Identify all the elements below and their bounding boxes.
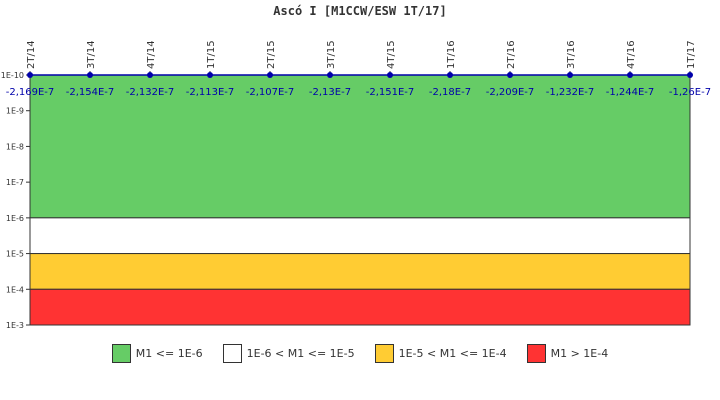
data-label: -2,18E-7 bbox=[429, 87, 471, 98]
x-tick-label: 4T/14 bbox=[146, 40, 157, 69]
data-point bbox=[387, 72, 393, 78]
data-label: -2,113E-7 bbox=[186, 87, 235, 98]
legend-label: M1 > 1E-4 bbox=[550, 347, 609, 360]
data-label: -2,132E-7 bbox=[126, 87, 175, 98]
data-label: -1,244E-7 bbox=[606, 87, 655, 98]
data-label: -1,232E-7 bbox=[546, 87, 595, 98]
x-tick-label: 3T/15 bbox=[326, 40, 337, 69]
y-tick-label: 1E-3 bbox=[6, 321, 24, 330]
x-tick-label: 2T/16 bbox=[506, 40, 517, 69]
band-3 bbox=[29, 288, 691, 326]
data-point bbox=[687, 72, 693, 78]
data-point bbox=[327, 72, 333, 78]
threshold-bands bbox=[29, 74, 691, 326]
data-label: -2,169E-7 bbox=[6, 87, 55, 98]
y-axis: 1E-10 1E-9 1E-8 1E-7 1E-6 1E-5 1E-4 1E-3 bbox=[1, 71, 30, 330]
data-point bbox=[627, 72, 633, 78]
data-point bbox=[267, 72, 273, 78]
data-point bbox=[567, 72, 573, 78]
legend-label: 1E-6 < M1 <= 1E-5 bbox=[246, 347, 355, 360]
x-tick-label: 2T/14 bbox=[26, 40, 37, 69]
x-tick-label: 1T/15 bbox=[206, 40, 217, 69]
y-tick-label: 1E-7 bbox=[6, 178, 24, 187]
data-point bbox=[87, 72, 93, 78]
band-0 bbox=[29, 74, 691, 219]
legend-item: 1E-6 < M1 <= 1E-5 bbox=[222, 344, 355, 363]
legend-label: M1 <= 1E-6 bbox=[135, 347, 203, 360]
band-1 bbox=[29, 217, 691, 255]
legend-swatch bbox=[374, 344, 394, 363]
data-label: -2,107E-7 bbox=[246, 87, 295, 98]
x-tick-label: 4T/15 bbox=[386, 40, 397, 69]
band-2 bbox=[29, 253, 691, 290]
chart-title: Ascó I [M1CCW/ESW 1T/17] bbox=[273, 4, 446, 18]
data-series: -2,169E-7 -2,154E-7 -2,132E-7 -2,113E-7 -2,1… bbox=[6, 72, 711, 98]
data-point bbox=[27, 72, 33, 78]
x-tick-label: 4T/16 bbox=[626, 40, 637, 69]
data-label: -1,26E-7 bbox=[669, 87, 711, 98]
legend-swatch bbox=[526, 344, 546, 363]
legend: M1 <= 1E-6 1E-6 < M1 <= 1E-5 1E-5 < M1 <= … bbox=[0, 344, 720, 363]
legend-item: 1E-5 < M1 <= 1E-4 bbox=[374, 344, 507, 363]
data-label: -2,151E-7 bbox=[366, 87, 415, 98]
data-label: -2,13E-7 bbox=[309, 87, 351, 98]
y-tick-label: 1E-4 bbox=[6, 285, 24, 294]
y-tick-label: 1E-6 bbox=[6, 214, 24, 223]
x-tick-label: 3T/14 bbox=[86, 40, 97, 69]
y-tick-label: 1E-5 bbox=[6, 250, 24, 259]
legend-swatch bbox=[222, 344, 242, 363]
data-label: -2,209E-7 bbox=[486, 87, 535, 98]
x-tick-label: 3T/16 bbox=[566, 40, 577, 69]
data-point bbox=[447, 72, 453, 78]
legend-item: M1 <= 1E-6 bbox=[111, 344, 203, 363]
y-tick-label: 1E-9 bbox=[6, 107, 24, 116]
data-point bbox=[507, 72, 513, 78]
data-point bbox=[207, 72, 213, 78]
x-tick-label: 2T/15 bbox=[266, 40, 277, 69]
x-axis: 2T/14 3T/14 4T/14 1T/15 2T/15 3T/15 4T/15 1T/16… bbox=[26, 40, 697, 75]
legend-label: 1E-5 < M1 <= 1E-4 bbox=[398, 347, 507, 360]
legend-item: M1 > 1E-4 bbox=[526, 344, 609, 363]
y-tick-label: 1E-10 bbox=[1, 71, 24, 80]
data-point bbox=[147, 72, 153, 78]
data-label: -2,154E-7 bbox=[66, 87, 115, 98]
x-tick-label: 1T/16 bbox=[446, 40, 457, 69]
legend-swatch bbox=[111, 344, 131, 363]
x-tick-label: 1T/17 bbox=[686, 40, 697, 69]
y-tick-label: 1E-8 bbox=[6, 142, 24, 151]
